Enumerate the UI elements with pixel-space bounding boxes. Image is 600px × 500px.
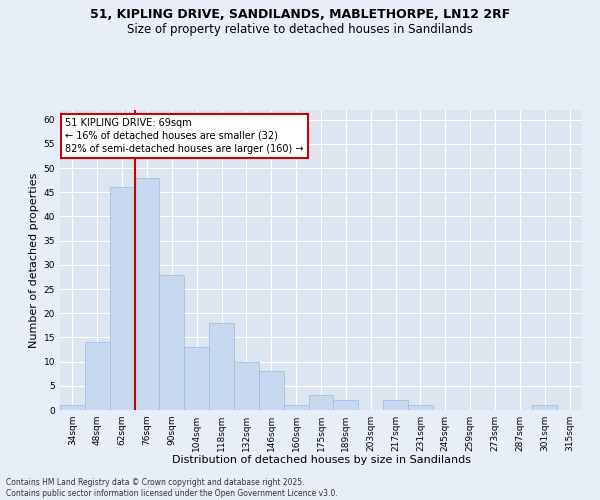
- Bar: [532, 405, 557, 410]
- Bar: [234, 362, 259, 410]
- Y-axis label: Number of detached properties: Number of detached properties: [29, 172, 40, 348]
- Text: Contains HM Land Registry data © Crown copyright and database right 2025.
Contai: Contains HM Land Registry data © Crown c…: [6, 478, 338, 498]
- Bar: [308, 396, 334, 410]
- Bar: [334, 400, 358, 410]
- Bar: [383, 400, 408, 410]
- Text: 51 KIPLING DRIVE: 69sqm
← 16% of detached houses are smaller (32)
82% of semi-de: 51 KIPLING DRIVE: 69sqm ← 16% of detache…: [65, 118, 304, 154]
- Bar: [209, 323, 234, 410]
- Bar: [184, 347, 209, 410]
- Bar: [85, 342, 110, 410]
- Bar: [134, 178, 160, 410]
- Bar: [284, 405, 308, 410]
- Bar: [110, 188, 134, 410]
- Bar: [408, 405, 433, 410]
- Bar: [160, 274, 184, 410]
- X-axis label: Distribution of detached houses by size in Sandilands: Distribution of detached houses by size …: [172, 456, 470, 466]
- Text: 51, KIPLING DRIVE, SANDILANDS, MABLETHORPE, LN12 2RF: 51, KIPLING DRIVE, SANDILANDS, MABLETHOR…: [90, 8, 510, 20]
- Bar: [60, 405, 85, 410]
- Text: Size of property relative to detached houses in Sandilands: Size of property relative to detached ho…: [127, 22, 473, 36]
- Bar: [259, 372, 284, 410]
